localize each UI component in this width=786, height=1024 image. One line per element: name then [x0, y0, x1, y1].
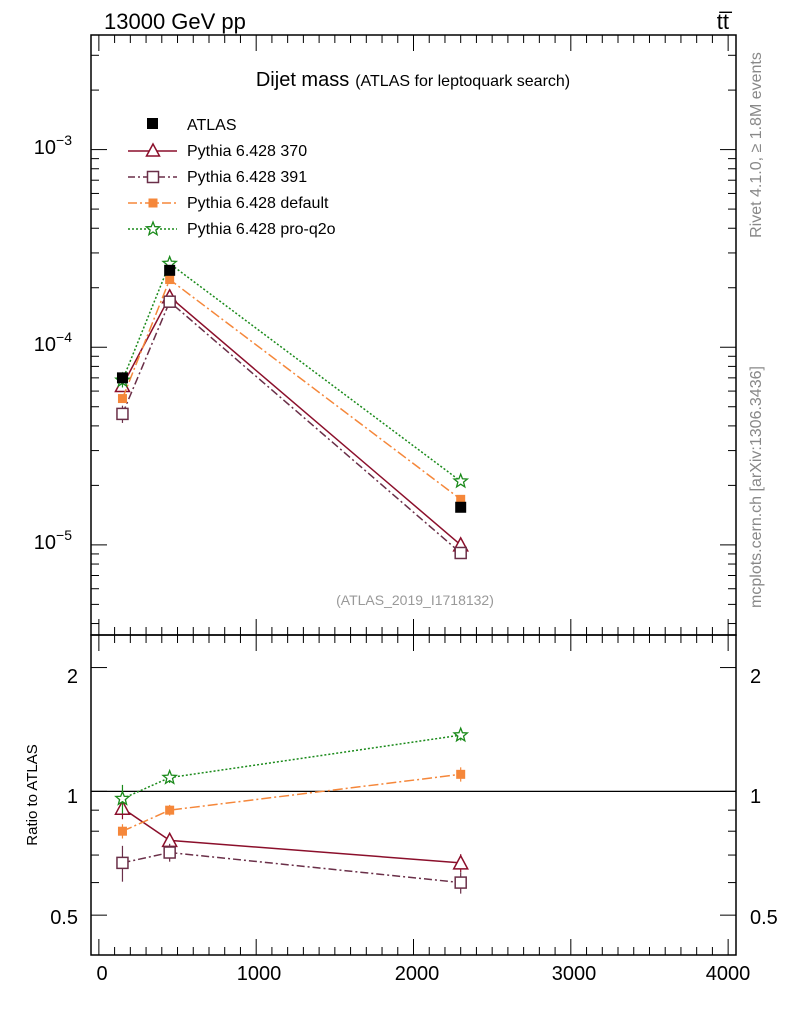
y-tick-label: 10−4 [34, 329, 72, 356]
ratio-tick-label: 2 [67, 666, 78, 688]
ratio-y-tick-labels: 2 1 0.5 2 1 0.5 [50, 666, 778, 929]
marker-square-open [116, 407, 129, 421]
y-tick-label: 10−5 [34, 527, 72, 554]
series-line [121, 278, 462, 500]
legend-marker-square-open [146, 170, 160, 184]
ratio-tick-label: 1 [750, 786, 761, 808]
series-line [121, 300, 462, 554]
legend: ATLAS Pythia 6.428 370 Pythia 6.428 391 … [128, 117, 336, 238]
x-tick-label: 1000 [237, 963, 282, 985]
legend-label: Pythia 6.428 default [187, 195, 329, 212]
legend-marker-atlas [147, 118, 158, 129]
series-line [121, 295, 462, 546]
rivet-version-label: Rivet 4.1.0, ≥ 1.8M events [748, 52, 765, 238]
ratio-tick-label: 1 [67, 786, 78, 808]
legend-label: Pythia 6.428 370 [187, 143, 307, 160]
marker-square-filled [165, 805, 175, 815]
series-0 [114, 288, 469, 873]
marker-square-open [163, 295, 176, 308]
data-point [164, 264, 176, 276]
series-2 [117, 275, 466, 839]
legend-marker-square-filled [148, 198, 158, 208]
x-tick-label: 4000 [706, 963, 751, 985]
title-sub: (ATLAS for leptoquark search) [355, 73, 570, 90]
legend-marker-triangle [145, 142, 161, 157]
ratio-tick-label: 0.5 [50, 907, 78, 929]
main-y-tick-labels: 10−3 10−4 10−5 [34, 132, 72, 554]
x-tick-labels: 0 1000 2000 3000 4000 [96, 963, 750, 985]
x-tick-label: 0 [96, 963, 107, 985]
mcplots-source-label: mcplots.cern.ch [arXiv:1306.3436] [748, 366, 765, 608]
title-main: Dijet mass [256, 69, 349, 91]
marker-triangle [452, 854, 469, 870]
marker-star [452, 726, 470, 743]
series-1 [116, 295, 467, 894]
marker-square-filled [117, 826, 127, 836]
analysis-id-label: (ATLAS_2019_I1718132) [336, 592, 494, 608]
ratio-axis-label: Ratio to ATLAS [24, 744, 41, 845]
marker-star [452, 472, 470, 489]
marker-square-open [454, 876, 467, 889]
x-tick-label: 2000 [395, 963, 440, 985]
ratio-tick-label: 2 [750, 666, 761, 688]
series-3 [114, 254, 470, 814]
legend-label: ATLAS [187, 117, 237, 134]
axis-ticks [91, 35, 736, 956]
atlas-data-series [116, 264, 467, 513]
legend-label: Pythia 6.428 pro-q2o [187, 221, 336, 238]
process-label: tt̅ [717, 9, 733, 34]
data-point [455, 501, 467, 513]
ratio-series-line [122, 734, 461, 800]
marker-square-filled [165, 275, 175, 285]
marker-star [114, 789, 131, 806]
marker-square-filled [456, 769, 466, 779]
y-tick-label: 10−3 [34, 132, 72, 159]
ratio-tick-label: 0.5 [750, 907, 778, 929]
legend-label: Pythia 6.428 391 [187, 169, 307, 186]
marker-star [161, 768, 179, 785]
x-tick-label: 3000 [552, 963, 597, 985]
energy-label: 13000 GeV pp [104, 9, 246, 34]
data-point [116, 372, 128, 384]
legend-marker-star [144, 220, 162, 237]
series-layer [114, 254, 470, 894]
marker-square-open [116, 856, 129, 870]
marker-square-open [454, 546, 467, 560]
marker-square-filled [117, 394, 127, 404]
ratio-plot-frame [90, 634, 737, 956]
ratio-series-line [122, 773, 461, 832]
chart-title: Dijet mass (ATLAS for leptoquark search) [256, 69, 570, 91]
marker-square-open [163, 846, 176, 859]
marker-square-filled [456, 494, 466, 504]
